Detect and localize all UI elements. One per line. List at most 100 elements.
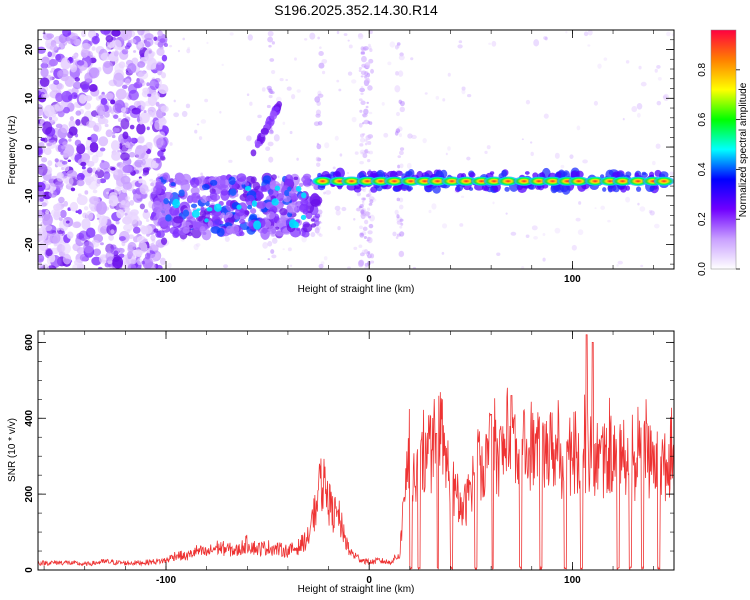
streak-blob bbox=[399, 218, 404, 222]
noise-blob bbox=[38, 163, 48, 176]
streak-blob bbox=[319, 46, 322, 49]
noise-blob bbox=[136, 78, 145, 85]
noise-blob bbox=[294, 57, 297, 61]
band-blob bbox=[302, 179, 308, 186]
noise-blob bbox=[136, 123, 146, 135]
noise-blob bbox=[435, 95, 440, 100]
line-halo-blob bbox=[607, 186, 613, 193]
noise-blob bbox=[108, 195, 119, 207]
band-blob bbox=[201, 183, 210, 191]
noise-blob bbox=[406, 162, 412, 169]
noise-blob bbox=[112, 127, 118, 133]
noise-blob bbox=[273, 134, 280, 142]
y-tick-label: 20 bbox=[24, 44, 35, 56]
band-blob bbox=[205, 201, 210, 207]
noise-blob bbox=[142, 167, 150, 173]
spectrogram-y-ticks: 20 10 0 -10 -20 bbox=[24, 29, 674, 265]
band-blob bbox=[204, 178, 210, 184]
noise-blob bbox=[74, 139, 82, 147]
noise-blob bbox=[124, 207, 131, 212]
noise-blob bbox=[200, 172, 203, 176]
noise-blob bbox=[108, 234, 114, 241]
noise-blob bbox=[67, 159, 72, 163]
noise-blob bbox=[285, 78, 289, 82]
noise-blob bbox=[389, 41, 396, 48]
noise-blob bbox=[114, 186, 122, 195]
line-segment-band bbox=[318, 179, 674, 184]
noise-blob bbox=[54, 158, 59, 163]
band-blob bbox=[271, 174, 277, 180]
band-blob bbox=[293, 176, 299, 181]
noise-blob bbox=[72, 53, 79, 60]
noise-blob bbox=[150, 234, 156, 241]
noise-blob bbox=[594, 207, 597, 209]
noise-blob bbox=[60, 58, 71, 70]
noise-blob bbox=[120, 118, 130, 130]
noise-blob bbox=[669, 171, 674, 176]
noise-blob bbox=[137, 41, 143, 48]
band-blob bbox=[200, 206, 205, 212]
noise-blob bbox=[100, 30, 111, 35]
noise-blob bbox=[50, 116, 59, 122]
noise-blob bbox=[40, 266, 45, 269]
noise-blob bbox=[158, 83, 169, 95]
noise-blob bbox=[407, 133, 413, 139]
noise-blob bbox=[133, 50, 137, 53]
streak-blob bbox=[399, 163, 404, 169]
streak-blob bbox=[317, 36, 320, 40]
noise-blob bbox=[169, 44, 173, 48]
streak-blob bbox=[359, 204, 364, 208]
noise-blob bbox=[83, 206, 89, 211]
streak-blob bbox=[365, 140, 369, 143]
noise-blob bbox=[182, 37, 185, 41]
noise-blob bbox=[542, 257, 546, 262]
streak-blob bbox=[362, 197, 366, 201]
noise-blob bbox=[50, 190, 54, 194]
noise-blob bbox=[39, 77, 50, 87]
streak-blob bbox=[364, 262, 369, 267]
colorbar-gradient bbox=[711, 30, 736, 269]
band-blob bbox=[164, 209, 171, 214]
streak-blob bbox=[367, 211, 371, 216]
band-hot-blob bbox=[251, 200, 258, 207]
noise-blob bbox=[521, 265, 525, 269]
noise-blob bbox=[351, 116, 357, 123]
noise-blob bbox=[265, 146, 271, 152]
streak-blob bbox=[366, 207, 371, 211]
noise-blob bbox=[129, 214, 141, 228]
noise-blob bbox=[121, 188, 128, 193]
noise-blob bbox=[324, 142, 330, 149]
noise-blob bbox=[159, 257, 166, 266]
noise-blob bbox=[223, 264, 229, 269]
band-blob bbox=[309, 193, 321, 207]
noise-blob bbox=[81, 43, 91, 50]
streak-blob bbox=[267, 240, 273, 247]
noise-blob bbox=[142, 87, 150, 94]
noise-blob bbox=[173, 99, 176, 103]
noise-blob bbox=[117, 117, 122, 123]
streak-blob bbox=[316, 142, 320, 146]
noise-blob bbox=[68, 120, 76, 129]
noise-blob bbox=[654, 68, 658, 73]
noise-blob bbox=[554, 227, 561, 234]
streak-blob bbox=[363, 108, 369, 115]
noise-blob bbox=[55, 53, 62, 61]
noise-blob bbox=[100, 242, 104, 246]
noise-blob bbox=[75, 110, 82, 116]
noise-blob bbox=[134, 249, 143, 257]
streak-blob bbox=[366, 239, 369, 242]
noise-blob bbox=[246, 135, 252, 142]
noise-blob bbox=[159, 38, 166, 43]
y-tick-label: 200 bbox=[24, 485, 35, 502]
streak-blob bbox=[359, 143, 364, 147]
streak-blob bbox=[359, 87, 366, 93]
noise-blob bbox=[654, 223, 660, 229]
noise-blob bbox=[118, 247, 123, 252]
noise-blob bbox=[62, 253, 72, 265]
noise-blob bbox=[410, 57, 414, 61]
band-blob bbox=[182, 226, 190, 234]
band-blob bbox=[190, 203, 198, 209]
noise-blob bbox=[484, 150, 488, 154]
noise-blob bbox=[554, 152, 560, 159]
noise-blob bbox=[68, 126, 78, 136]
